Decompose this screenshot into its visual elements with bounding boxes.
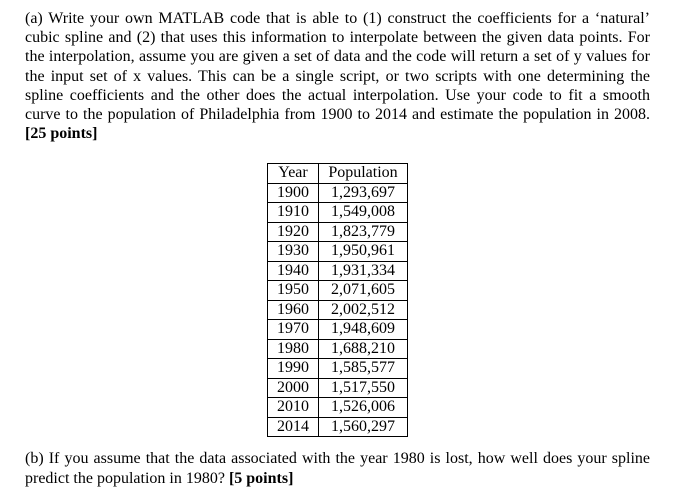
population-cell: 1,950,961 <box>318 241 408 262</box>
table-row: 1950 2,071,605 <box>267 280 408 301</box>
table-row: 1910 1,549,008 <box>267 202 408 223</box>
population-cell: 1,823,779 <box>318 221 408 243</box>
population-table-body: 1900 1,293,697 1910 1,549,008 1920 1,823,779 1… <box>267 182 408 438</box>
table-row: 1990 1,585,577 <box>267 358 408 379</box>
year-cell: 2014 <box>267 416 319 438</box>
table-row: 1940 1,931,334 <box>267 260 408 282</box>
population-cell: 1,931,334 <box>318 260 408 282</box>
table-row: 1960 2,002,512 <box>267 299 408 321</box>
table-row: 2000 1,517,550 <box>267 377 408 399</box>
year-cell: 1910 <box>267 202 319 223</box>
year-cell: 1960 <box>267 299 319 321</box>
year-cell: 1920 <box>267 221 319 243</box>
population-cell: 1,293,697 <box>318 182 408 204</box>
year-cell: 2000 <box>267 377 319 399</box>
population-cell: 1,948,609 <box>318 319 408 340</box>
problem-a-points: [25 points] <box>25 125 98 143</box>
year-cell: 1950 <box>267 280 319 301</box>
population-cell: 2,002,512 <box>318 299 408 321</box>
table-header-row: Year Population <box>267 163 408 184</box>
problem-a-text: (a) Write your own MATLAB code that is a… <box>25 10 650 124</box>
year-cell: 1990 <box>267 358 319 379</box>
year-cell: 1980 <box>267 338 319 360</box>
population-column-header: Population <box>318 163 408 184</box>
table-row: 1930 1,950,961 <box>267 241 408 262</box>
population-cell: 2,071,605 <box>318 280 408 301</box>
table-row: 1920 1,823,779 <box>267 221 408 243</box>
population-table: Year Population 1900 1,293,697 1910 1,549,0… <box>267 163 408 438</box>
table-row: 1970 1,948,609 <box>267 319 408 340</box>
year-column-header: Year <box>267 163 319 184</box>
problem-b-points: [5 points] <box>228 469 294 487</box>
population-cell: 1,526,006 <box>318 397 408 418</box>
population-cell: 1,549,008 <box>318 202 408 223</box>
table-row: 1980 1,688,210 <box>267 338 408 360</box>
table-row: 2010 1,526,006 <box>267 397 408 418</box>
problem-b-text: (b) If you assume that the data associat… <box>25 450 650 487</box>
population-cell: 1,688,210 <box>318 338 408 360</box>
year-cell: 1940 <box>267 260 319 282</box>
population-cell: 1,585,577 <box>318 358 408 379</box>
year-cell: 1900 <box>267 182 319 204</box>
problem-b-paragraph: (b) If you assume that the data associat… <box>25 449 650 487</box>
table-row: 2014 1,560,297 <box>267 416 408 438</box>
year-cell: 1970 <box>267 319 319 340</box>
year-cell: 1930 <box>267 241 319 262</box>
population-cell: 1,560,297 <box>318 416 408 438</box>
table-row: 1900 1,293,697 <box>267 182 408 204</box>
problem-a-paragraph: (a) Write your own MATLAB code that is a… <box>25 9 650 143</box>
year-cell: 2010 <box>267 397 319 418</box>
population-cell: 1,517,550 <box>318 377 408 399</box>
